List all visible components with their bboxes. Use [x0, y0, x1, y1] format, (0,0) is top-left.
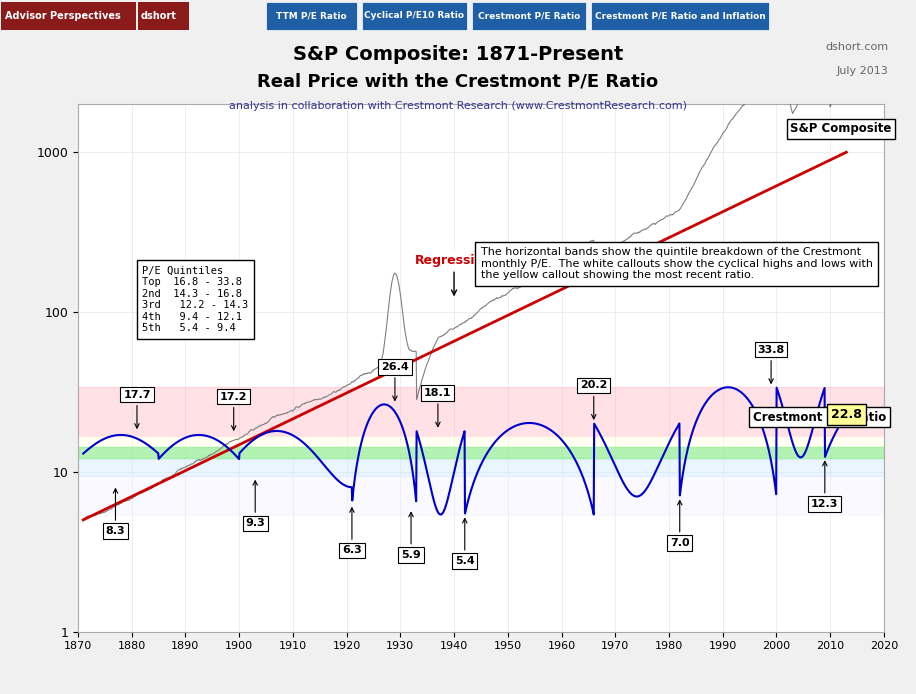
Text: 22.8: 22.8	[831, 408, 862, 421]
Text: 5.4: 5.4	[455, 518, 474, 566]
Text: 6.3: 6.3	[342, 508, 362, 555]
FancyBboxPatch shape	[138, 1, 189, 30]
Bar	[78, 436, 884, 447]
Text: dshort.com: dshort.com	[825, 42, 889, 51]
Text: Real Price with the Crestmont P/E Ratio: Real Price with the Crestmont P/E Ratio	[257, 73, 659, 91]
Bar	[78, 476, 884, 514]
Bar	[78, 447, 884, 458]
Text: TTM P/E Ratio: TTM P/E Ratio	[276, 11, 347, 20]
Text: 8.3: 8.3	[105, 489, 125, 536]
Text: 18.1: 18.1	[424, 388, 452, 427]
FancyBboxPatch shape	[266, 1, 357, 30]
Text: S&P Composite: 1871-Present: S&P Composite: 1871-Present	[293, 45, 623, 64]
Text: 33.8: 33.8	[758, 345, 785, 383]
FancyBboxPatch shape	[591, 1, 769, 30]
Text: Crestmont P/E Ratio: Crestmont P/E Ratio	[753, 411, 886, 423]
Text: Regression: Regression	[415, 254, 493, 295]
Text: S&P Composite: S&P Composite	[791, 122, 891, 135]
Text: Crestmont P/E Ratio: Crestmont P/E Ratio	[478, 11, 580, 20]
Text: 7.0: 7.0	[670, 500, 690, 548]
Text: 12.3: 12.3	[812, 462, 838, 509]
Text: July 2013: July 2013	[837, 66, 889, 76]
Text: 9.3: 9.3	[245, 481, 265, 528]
Bar	[78, 447, 884, 458]
Text: 26.4: 26.4	[381, 362, 409, 400]
Text: analysis in collaboration with Crestmont Research (www.CrestmontResearch.com): analysis in collaboration with Crestmont…	[229, 101, 687, 110]
Text: The horizontal bands show the quintile breakdown of the Crestmont
monthly P/E.  : The horizontal bands show the quintile b…	[481, 247, 873, 280]
Text: 20.2: 20.2	[580, 380, 607, 419]
Text: P/E Quintiles
Top  16.8 - 33.8
2nd  14.3 - 16.8
3rd   12.2 - 14.3
4th   9.4 - 12: P/E Quintiles Top 16.8 - 33.8 2nd 14.3 -…	[142, 265, 248, 333]
Text: dshort: dshort	[141, 10, 177, 21]
FancyBboxPatch shape	[472, 1, 586, 30]
Text: 5.9: 5.9	[401, 512, 421, 560]
Bar	[78, 459, 884, 476]
Text: Crestmont P/E Ratio and Inflation: Crestmont P/E Ratio and Inflation	[594, 11, 766, 20]
Text: 17.7: 17.7	[124, 389, 151, 428]
FancyBboxPatch shape	[1, 1, 136, 30]
FancyBboxPatch shape	[362, 1, 467, 30]
Text: Cyclical P/E10 Ratio: Cyclical P/E10 Ratio	[365, 11, 464, 20]
Text: 17.2: 17.2	[220, 391, 247, 430]
Bar	[78, 387, 884, 436]
Text: Advisor Perspectives: Advisor Perspectives	[5, 10, 120, 21]
